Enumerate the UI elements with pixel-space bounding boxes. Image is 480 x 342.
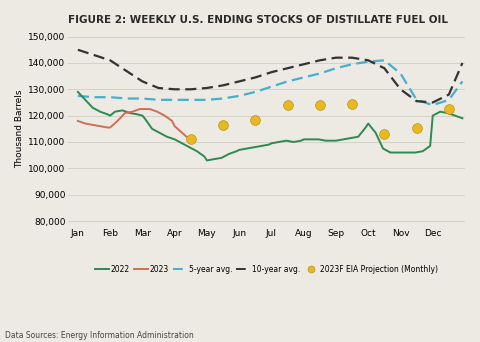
Point	[316, 102, 324, 108]
Legend: 2022, 2023, 5-year avg., 10-year avg., 2023F EIA Projection (Monthly): 2022, 2023, 5-year avg., 10-year avg., 2…	[92, 262, 442, 277]
Text: Data Sources: Energy Information Administration: Data Sources: Energy Information Adminis…	[5, 331, 193, 340]
Y-axis label: Thousand Barrels: Thousand Barrels	[15, 90, 24, 168]
Point	[381, 131, 388, 137]
Point	[252, 117, 259, 122]
Point	[348, 101, 356, 106]
Point	[413, 125, 420, 130]
Point	[219, 122, 227, 128]
Point	[445, 106, 453, 112]
Point	[284, 102, 291, 108]
Point	[187, 136, 194, 142]
Text: FIGURE 2: WEEKLY U.S. ENDING STOCKS OF DISTILLATE FUEL OIL: FIGURE 2: WEEKLY U.S. ENDING STOCKS OF D…	[68, 15, 448, 25]
